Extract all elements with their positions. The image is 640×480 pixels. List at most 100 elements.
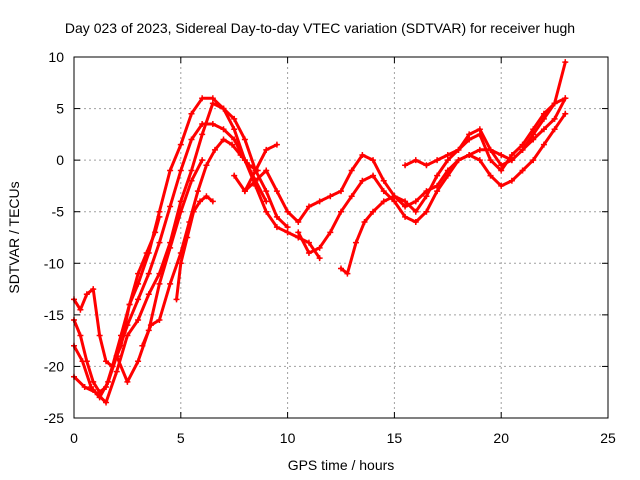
data-point: [273, 224, 280, 231]
data-point: [498, 167, 505, 174]
series-line-12: [403, 96, 567, 167]
data-point: [402, 203, 409, 210]
data-point: [156, 239, 163, 246]
data-point: [423, 193, 430, 200]
data-point: [305, 239, 312, 246]
data-point: [466, 151, 473, 158]
data-point: [188, 177, 195, 184]
data-point: [241, 188, 248, 195]
data-point: [444, 157, 451, 164]
data-point: [135, 358, 142, 365]
data-point: [167, 280, 174, 287]
data-point: [96, 332, 103, 339]
data-point: [444, 167, 451, 174]
data-point: [361, 219, 368, 226]
data-point: [135, 317, 142, 324]
data-point: [220, 126, 227, 133]
data-point: [167, 203, 174, 210]
data-point: [231, 172, 238, 179]
data-point: [498, 151, 505, 158]
data-point: [103, 399, 110, 406]
data-point: [263, 167, 270, 174]
data-point: [508, 151, 515, 158]
data-point: [229, 141, 236, 148]
data-point: [476, 157, 483, 164]
data-point: [434, 172, 441, 179]
data-point: [263, 146, 270, 153]
series-layer: [71, 59, 569, 406]
data-point: [209, 95, 216, 102]
y-tick-label: -15: [44, 307, 64, 323]
x-axis-label: GPS time / hours: [288, 457, 395, 473]
x-tick-label: 20: [493, 430, 509, 446]
data-point: [105, 378, 112, 385]
data-point: [209, 121, 216, 128]
plot-frame: [73, 56, 609, 419]
data-point: [83, 291, 90, 298]
series-line-2: [72, 122, 268, 399]
data-point: [177, 208, 184, 215]
data-point: [109, 363, 116, 370]
x-tick-label: 10: [280, 430, 296, 446]
data-point: [508, 157, 515, 164]
data-point: [194, 188, 201, 195]
data-point: [327, 229, 334, 236]
data-point: [370, 172, 377, 179]
data-point: [177, 260, 184, 267]
data-point: [498, 182, 505, 189]
data-point: [90, 378, 97, 385]
y-tick-label: 10: [48, 49, 64, 65]
data-point: [562, 59, 569, 66]
data-point: [316, 255, 323, 262]
data-point: [211, 146, 218, 153]
data-point: [177, 167, 184, 174]
data-point: [188, 136, 195, 143]
data-point: [124, 332, 131, 339]
data-point: [231, 115, 238, 122]
data-point: [295, 229, 302, 236]
x-tick-label: 5: [177, 430, 185, 446]
data-point: [273, 213, 280, 220]
data-point: [412, 219, 419, 226]
data-point: [173, 296, 180, 303]
x-tick-label: 25: [600, 430, 616, 446]
y-tick-label: -20: [44, 358, 64, 374]
data-point: [412, 198, 419, 205]
data-point: [519, 167, 526, 174]
data-point: [252, 177, 259, 184]
data-point: [391, 198, 398, 205]
data-point: [344, 270, 351, 277]
data-point: [199, 157, 206, 164]
data-point: [551, 100, 558, 107]
data-point: [305, 249, 312, 256]
data-point: [220, 105, 227, 112]
data-point: [370, 157, 377, 164]
data-point: [113, 368, 120, 375]
data-point: [103, 358, 110, 365]
data-point: [152, 229, 159, 236]
data-point: [380, 198, 387, 205]
data-point: [263, 188, 270, 195]
series-line-6: [140, 138, 260, 348]
data-point: [156, 280, 163, 287]
data-point: [476, 146, 483, 153]
data-point: [540, 115, 547, 122]
data-point: [338, 188, 344, 195]
data-point: [145, 291, 152, 298]
data-point: [476, 126, 483, 133]
data-point: [352, 239, 359, 246]
x-tick-label: 15: [387, 430, 403, 446]
data-point: [190, 208, 197, 215]
data-point: [412, 208, 419, 215]
data-point: [167, 167, 174, 174]
data-point: [197, 198, 204, 205]
data-point: [252, 167, 259, 174]
data-point: [380, 188, 387, 195]
data-point: [487, 146, 494, 153]
data-point: [135, 296, 142, 303]
data-point: [284, 208, 291, 215]
data-point: [263, 198, 270, 205]
data-point: [551, 115, 558, 122]
data-point: [188, 110, 195, 117]
data-point: [380, 177, 387, 184]
